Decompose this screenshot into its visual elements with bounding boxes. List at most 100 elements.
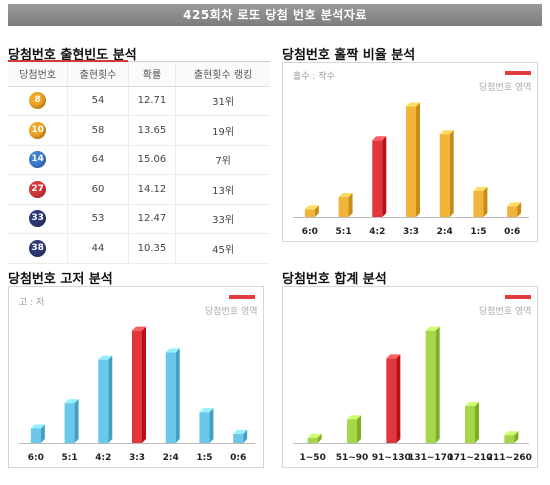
bar-front [165,352,176,443]
bar-1~50 [307,433,322,443]
table-row: 33 53 12.47 33위 [8,204,270,234]
bar-side [74,399,79,443]
table-row: 14 64 15.06 7위 [8,145,270,175]
x-tick-label: 0:6 [504,227,520,237]
bar-top [406,102,420,107]
cell-probability: 12.47 [127,204,176,234]
cell-rank: 31위 [175,86,270,116]
bar-6:0 [30,424,45,443]
bar-side [483,186,488,217]
cell-count: 58 [67,115,129,146]
bar-0:6 [233,429,248,443]
bar-side [142,326,146,443]
bar-side [175,348,180,443]
bar-front [473,190,484,217]
cell-rank: 7위 [175,145,270,175]
bar-side [317,433,322,443]
bar-5:1 [64,399,79,443]
highlow-legend-label: 당첨번호 영역 [205,307,258,317]
cell-rank: 33위 [175,204,270,234]
cell-number: 33 [8,204,68,234]
bar-211~260 [504,431,519,443]
bar-top [64,399,79,404]
bar-side [475,401,479,443]
bar-front [439,134,450,217]
header-number: 당첨번호 [8,62,68,87]
bar-top [386,354,401,359]
bar-6:0 [304,205,319,217]
x-tick-label: 1:5 [470,227,486,237]
bar-171~210 [465,401,479,443]
table-header-row: 당첨번호 출현횟수 확률 출현횟수 랭킹 [8,62,270,87]
page-banner: 425회차 로또 당첨 번호 분석자료 [8,4,542,26]
bar-3:3 [406,102,420,217]
bar-front [307,437,318,443]
lotto-ball: 8 [29,92,47,110]
bar-side [517,202,522,217]
bar-top [132,326,146,331]
cell-number: 27 [8,174,68,205]
cell-count: 64 [67,145,129,175]
highlow-chart-panel: 고 : 저 당첨번호 영역 6:0 5:1 4:2 3:3 2:4 1:5 0:6 [8,286,264,468]
bar-front [199,412,210,443]
x-tick-label: 5:1 [336,227,352,237]
cell-probability: 12.71 [127,86,176,116]
cell-number: 38 [8,233,68,264]
bar-top [307,433,322,438]
bar-top [425,326,440,331]
bar-1:5 [473,186,488,217]
x-tick-label: 3:3 [129,453,145,463]
header-probability: 확률 [127,62,176,87]
bar-top [304,205,319,210]
header-count: 출현횟수 [67,62,129,87]
x-tick-label: 1:5 [196,453,212,463]
bar-side [314,205,319,217]
x-tick-label: 131~170 [408,453,453,463]
bar-side [108,355,113,443]
lotto-ball: 27 [29,180,47,198]
bar-top [199,408,214,413]
bar-front [386,358,397,443]
x-tick-label: 2:4 [163,453,179,463]
bar-top [439,130,454,135]
x-tick-label: 2:4 [437,227,453,237]
bar-side [396,354,401,443]
bar-front [372,140,383,217]
bar-side [449,130,454,217]
cell-probability: 10.35 [127,233,176,264]
highlow-section-title: 당첨번호 고저 분석 [8,272,113,287]
highlow-bar-chart: 6:0 5:1 4:2 3:3 2:4 1:5 0:6 [19,326,255,463]
bar-side [40,424,45,443]
x-tick-label: 91~130 [372,453,411,463]
bar-side [435,326,440,443]
header-rank: 출현횟수 랭킹 [175,62,270,87]
bar-front [30,428,41,443]
x-tick-label: 5:1 [62,453,78,463]
bar-front [425,330,436,443]
table-row: 8 54 12.71 31위 [8,86,270,116]
x-tick-label: 51~90 [336,453,369,463]
bar-1:5 [199,408,214,443]
bar-side [243,429,248,443]
bar-top [465,401,479,406]
bar-top [473,186,488,191]
bar-0:6 [507,202,522,217]
cell-probability: 14.12 [127,174,176,205]
bar-top [507,202,522,207]
cell-count: 54 [67,86,129,116]
bar-top [347,415,361,420]
oddeven-bar-chart: 6:0 5:1 4:2 3:3 2:4 1:5 0:6 [293,102,529,237]
oddeven-legend-key [505,71,531,75]
bar-front [507,206,518,217]
sum-legend-key [505,295,531,299]
bar-2:4 [165,348,180,443]
bar-2:4 [439,130,454,217]
bar-top [504,431,519,436]
x-tick-label: 6:0 [28,453,44,463]
bar-131~170 [425,326,440,443]
bar-front [504,435,515,443]
bar-4:2 [98,355,113,443]
table-row: 27 60 14.12 13위 [8,174,270,205]
bar-side [357,415,361,443]
